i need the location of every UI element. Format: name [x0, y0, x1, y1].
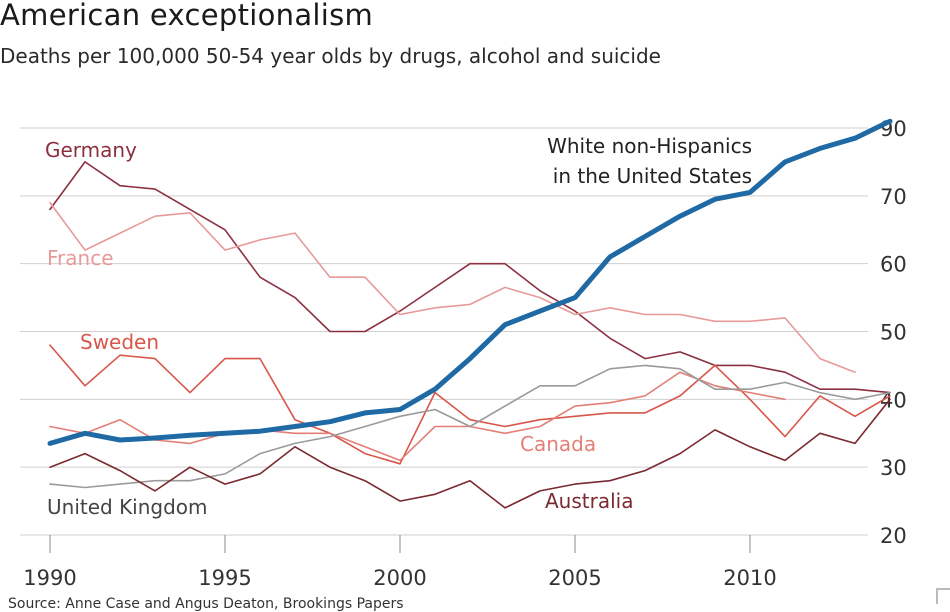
series-line-germany — [49, 161, 891, 394]
series-line-canada — [49, 371, 786, 462]
y-tick-label: 70 — [880, 185, 907, 209]
publisher-mark-icon — [936, 588, 950, 604]
x-tick-label: 2010 — [723, 566, 776, 590]
y-tick-label: 50 — [880, 321, 907, 345]
series-line-sweden — [49, 344, 891, 465]
series-line-france — [49, 201, 856, 374]
source-note: Source: Anne Case and Angus Deaton, Broo… — [8, 596, 404, 612]
y-tick-label: 90 — [880, 117, 907, 141]
series-label-us-line-1: White non-Hispanics — [547, 134, 752, 158]
series-label-france: France — [47, 246, 114, 270]
series-labels: White non-Hispanics in the United States G… — [45, 134, 752, 519]
series-line-australia — [49, 398, 891, 509]
series-label-us-line-2: in the United States — [553, 164, 752, 188]
x-tick-label: 1990 — [23, 566, 76, 590]
series-label-united-kingdom: United Kingdom — [47, 495, 208, 519]
x-axis: 1990 1995 2000 2005 2010 — [23, 535, 777, 590]
y-tick-label: 60 — [880, 253, 907, 277]
series-label-canada: Canada — [520, 432, 596, 456]
series-lines — [47, 118, 893, 509]
series-label-australia: Australia — [545, 489, 633, 513]
y-tick-label: 20 — [880, 524, 907, 548]
x-tick-label: 2000 — [373, 566, 426, 590]
x-tick-label: 2005 — [548, 566, 601, 590]
series-label-sweden: Sweden — [80, 330, 159, 354]
series-line-united-kingdom — [49, 364, 891, 489]
x-tick-label: 1995 — [198, 566, 251, 590]
series-label-germany: Germany — [45, 138, 137, 162]
chart-title: American exceptionalism — [0, 0, 374, 32]
series-line-white-non-hispanics-in-the-united-states — [47, 118, 893, 446]
y-tick-label: 30 — [880, 456, 907, 480]
chart-subtitle: Deaths per 100,000 50-54 year olds by dr… — [0, 44, 661, 68]
